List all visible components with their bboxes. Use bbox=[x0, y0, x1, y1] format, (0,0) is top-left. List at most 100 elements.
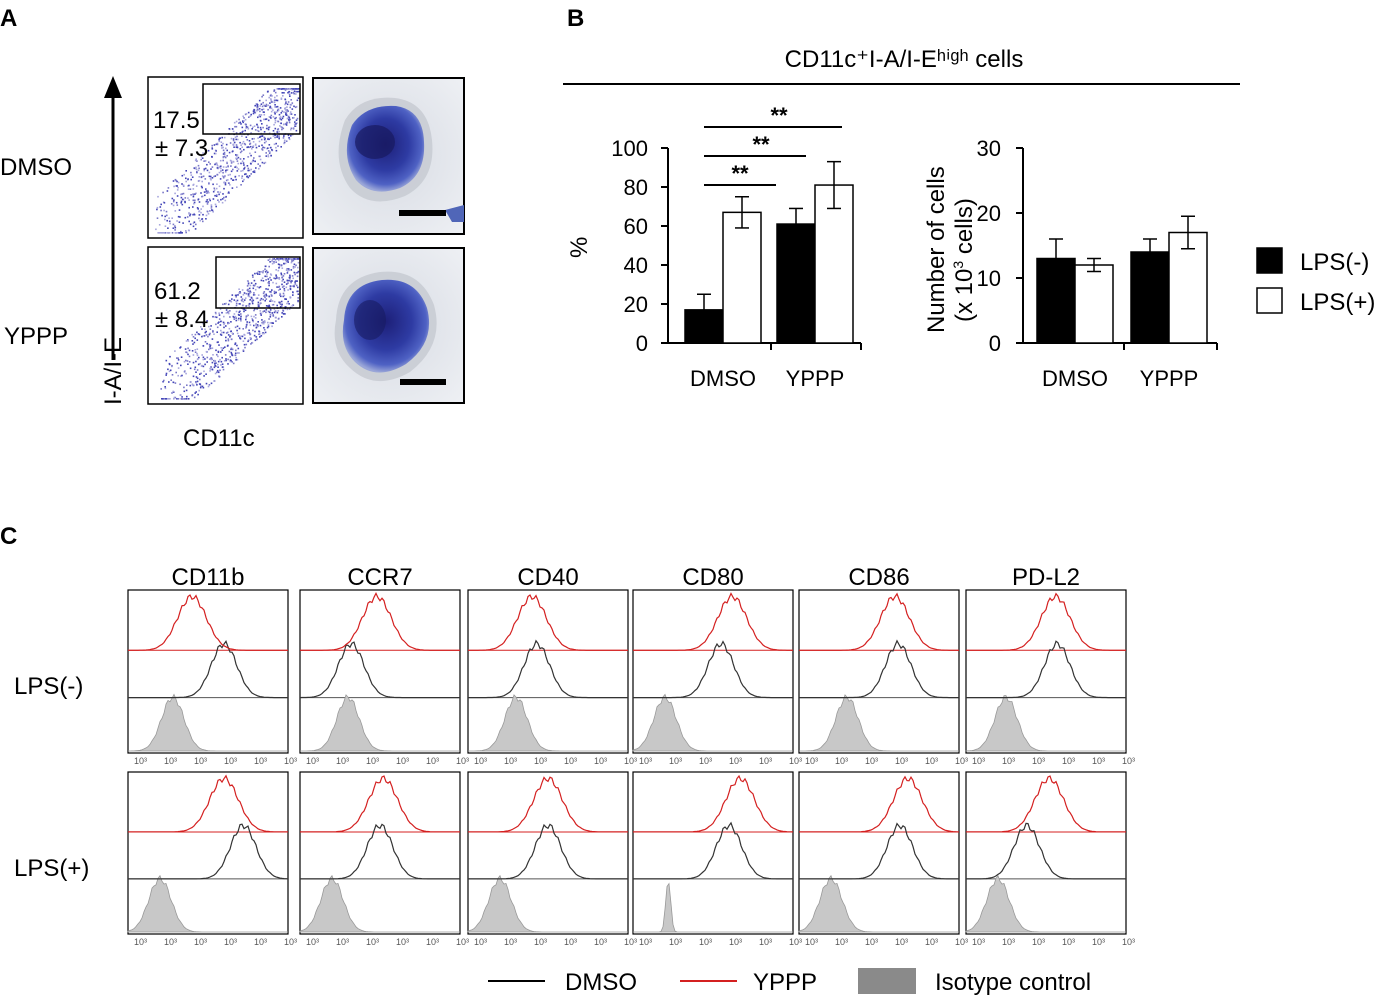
event-dot bbox=[218, 140, 221, 143]
event-dot bbox=[269, 322, 272, 324]
event-dot bbox=[234, 342, 237, 344]
event-dot bbox=[209, 332, 211, 335]
event-dot bbox=[285, 111, 287, 114]
event-dot bbox=[255, 297, 258, 300]
event-dot bbox=[259, 310, 262, 312]
event-dot bbox=[223, 187, 225, 190]
event-dot bbox=[239, 132, 242, 134]
significance-label: ** bbox=[770, 103, 788, 128]
event-dot bbox=[259, 164, 261, 167]
event-dot bbox=[220, 360, 223, 363]
event-dot bbox=[238, 327, 241, 330]
event-dot bbox=[253, 137, 255, 140]
event-dot bbox=[176, 220, 178, 222]
event-dot bbox=[269, 300, 271, 302]
axis-tick-label: 10³ bbox=[194, 756, 207, 766]
event-dot bbox=[267, 104, 269, 107]
event-dot bbox=[236, 135, 238, 138]
dotplot-yppp-events bbox=[160, 258, 300, 400]
event-dot bbox=[274, 113, 276, 115]
event-dot bbox=[251, 274, 254, 277]
event-dot bbox=[171, 217, 173, 219]
panel-a-row-label-dmso: DMSO bbox=[0, 154, 72, 181]
axis-tick-label: 10³ bbox=[759, 756, 772, 766]
event-dot bbox=[193, 202, 195, 205]
event-dot bbox=[226, 162, 228, 165]
panel-c-row-label-lps-neg: LPS(-) bbox=[14, 673, 83, 700]
event-dot bbox=[169, 222, 171, 225]
event-dot bbox=[285, 113, 287, 116]
event-dot bbox=[285, 101, 287, 103]
event-dot bbox=[269, 309, 272, 311]
event-dot bbox=[208, 348, 210, 351]
event-dot bbox=[267, 119, 270, 122]
event-dot bbox=[292, 267, 295, 269]
event-dot bbox=[257, 321, 259, 323]
event-dot bbox=[269, 94, 272, 97]
event-dot bbox=[265, 99, 267, 102]
event-dot bbox=[242, 294, 245, 296]
event-dot bbox=[230, 351, 233, 354]
event-dot bbox=[183, 173, 185, 176]
event-dot bbox=[200, 192, 202, 194]
event-dot bbox=[269, 151, 271, 153]
event-dot bbox=[172, 390, 174, 393]
event-dot bbox=[241, 142, 244, 145]
event-dot bbox=[238, 122, 240, 124]
event-dot bbox=[212, 354, 214, 356]
event-dot bbox=[225, 147, 227, 150]
event-dot bbox=[268, 280, 270, 283]
event-dot bbox=[240, 299, 243, 302]
event-dot bbox=[213, 152, 216, 155]
event-dot bbox=[247, 295, 250, 297]
event-dot bbox=[296, 258, 299, 260]
event-dot bbox=[277, 269, 280, 272]
event-dot bbox=[230, 353, 233, 355]
event-dot bbox=[195, 158, 197, 160]
event-dot bbox=[159, 206, 162, 208]
event-dot bbox=[238, 292, 240, 294]
event-dot bbox=[273, 123, 275, 126]
event-dot bbox=[230, 162, 233, 164]
event-dot bbox=[187, 347, 189, 350]
event-dot bbox=[218, 375, 220, 378]
event-dot bbox=[195, 381, 197, 383]
event-dot bbox=[281, 280, 283, 282]
event-dot bbox=[287, 110, 289, 112]
event-dot bbox=[205, 200, 208, 203]
event-dot bbox=[211, 177, 214, 179]
event-dot bbox=[219, 178, 222, 180]
event-dot bbox=[260, 297, 263, 300]
event-dot bbox=[283, 139, 286, 142]
event-dot bbox=[245, 326, 248, 328]
event-dot bbox=[248, 146, 250, 149]
event-dot bbox=[217, 360, 220, 363]
event-dot bbox=[248, 305, 251, 308]
event-dot bbox=[259, 105, 262, 107]
event-dot bbox=[273, 311, 276, 314]
axis-tick-label: 10³ bbox=[759, 937, 772, 947]
event-dot bbox=[169, 355, 171, 358]
event-dot bbox=[270, 293, 272, 296]
event-dot bbox=[200, 326, 202, 328]
event-dot bbox=[190, 178, 192, 181]
event-dot bbox=[219, 369, 221, 372]
event-dot bbox=[281, 88, 283, 90]
event-dot bbox=[160, 209, 162, 212]
event-dot bbox=[247, 111, 250, 114]
dmso-curve bbox=[128, 823, 289, 880]
event-dot bbox=[291, 102, 294, 104]
event-dot bbox=[245, 318, 247, 321]
event-dot bbox=[232, 160, 235, 163]
gate-sd-dmso: ± 7.3 bbox=[155, 135, 208, 162]
event-dot bbox=[230, 170, 233, 173]
event-dot bbox=[200, 208, 202, 210]
event-dot bbox=[255, 336, 258, 338]
event-dot bbox=[279, 288, 281, 290]
event-dot bbox=[237, 319, 240, 321]
event-dot bbox=[209, 175, 212, 178]
event-dot bbox=[283, 294, 286, 297]
event-dot bbox=[247, 282, 250, 285]
event-dot bbox=[181, 232, 183, 234]
event-dot bbox=[206, 342, 208, 345]
